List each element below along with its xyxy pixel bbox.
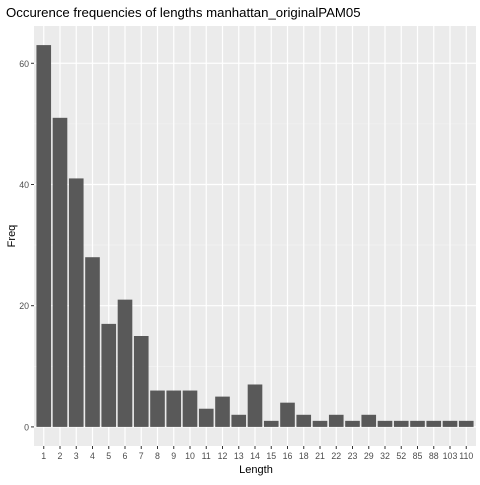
x-tick-label: 29 [364, 451, 374, 461]
x-tick-label: 14 [250, 451, 260, 461]
bar-21 [313, 421, 328, 427]
x-tick-label: 3 [74, 451, 79, 461]
bar-8 [150, 391, 165, 427]
y-tick-label: 60 [19, 59, 29, 69]
bar-14 [248, 384, 263, 426]
x-tick-label: 15 [266, 451, 276, 461]
bar-7 [134, 336, 149, 427]
bar-23 [345, 421, 360, 427]
y-tick-label: 40 [19, 180, 29, 190]
x-tick-label: 12 [218, 451, 228, 461]
bar-9 [166, 391, 181, 427]
x-tick-label: 52 [396, 451, 406, 461]
x-axis-label: Length [239, 464, 273, 476]
x-tick-label: 10 [185, 451, 195, 461]
bar-10 [183, 391, 198, 427]
x-tick-label: 32 [380, 451, 390, 461]
x-tick-label: 23 [348, 451, 358, 461]
bar-103 [443, 421, 458, 427]
x-tick-label: 110 [459, 451, 473, 461]
x-tick-label: 13 [234, 451, 244, 461]
x-tick-label: 4 [90, 451, 95, 461]
bar-1 [36, 45, 51, 427]
chart-title: Occurence frequencies of lengths manhatt… [6, 5, 361, 20]
x-tick-label: 18 [299, 451, 309, 461]
y-tick-label: 20 [19, 301, 29, 311]
bar-22 [329, 415, 344, 427]
x-tick-label: 6 [123, 451, 128, 461]
bar-13 [231, 415, 246, 427]
bar-12 [215, 397, 230, 427]
x-tick-label: 1 [41, 451, 46, 461]
y-axis-label: Freq [6, 225, 18, 248]
x-tick-label: 103 [443, 451, 458, 461]
x-tick-label: 21 [315, 451, 325, 461]
x-tick-label: 9 [171, 451, 176, 461]
bar-6 [118, 300, 133, 427]
x-tick-label: 22 [331, 451, 341, 461]
bar-16 [280, 403, 295, 427]
bar-85 [410, 421, 425, 427]
x-tick-label: 2 [58, 451, 63, 461]
bar-2 [53, 118, 68, 427]
x-tick-label: 16 [283, 451, 293, 461]
x-tick-label: 11 [202, 451, 211, 461]
bar-5 [101, 324, 116, 427]
bar-11 [199, 409, 214, 427]
bar-15 [264, 421, 279, 427]
bar-110 [459, 421, 474, 427]
bar-3 [69, 178, 84, 426]
bar-18 [296, 415, 311, 427]
y-tick-label: 0 [24, 422, 29, 432]
bar-32 [378, 421, 393, 427]
x-tick-label: 5 [106, 451, 111, 461]
bar-52 [394, 421, 409, 427]
x-tick-label: 8 [155, 451, 160, 461]
bar-88 [426, 421, 441, 427]
x-tick-label: 88 [429, 451, 439, 461]
x-tick-label: 7 [139, 451, 144, 461]
bar-29 [361, 415, 376, 427]
bar-4 [85, 257, 100, 427]
x-tick-label: 85 [413, 451, 423, 461]
